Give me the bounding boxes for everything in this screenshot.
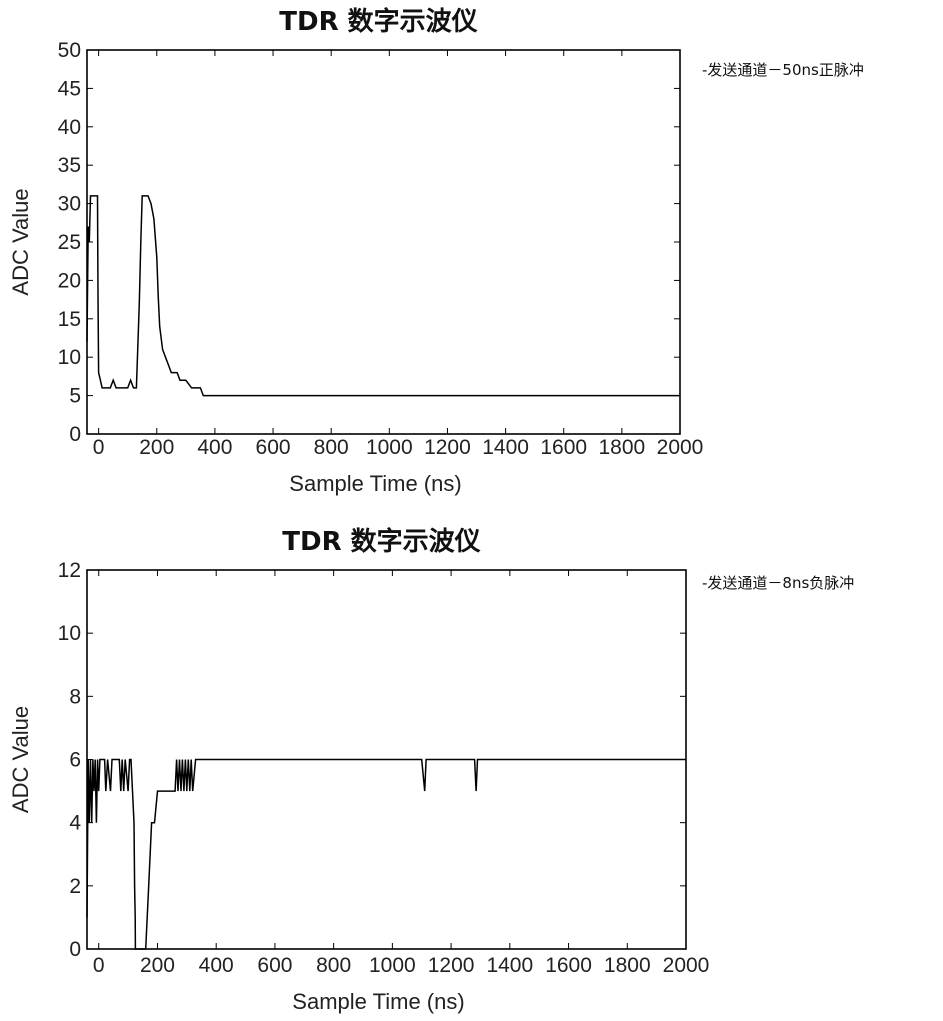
y-tick-label: 4 bbox=[69, 812, 81, 835]
x-tick-label: 1600 bbox=[545, 954, 592, 977]
x-tick-label: 1800 bbox=[604, 954, 651, 977]
x-tick-label: 1000 bbox=[366, 436, 413, 459]
y-tick-label: 12 bbox=[58, 559, 81, 582]
chart-title: TDR 数字示波仪 bbox=[282, 526, 481, 557]
x-tick-label: 800 bbox=[314, 436, 349, 459]
y-tick-label: 20 bbox=[58, 269, 81, 292]
series-line bbox=[86, 195, 680, 397]
y-tick-label: 10 bbox=[58, 622, 81, 645]
y-tick-label: 25 bbox=[58, 231, 81, 254]
y-tick-label: 8 bbox=[69, 685, 81, 708]
y-tick-label: 2 bbox=[69, 875, 81, 898]
series-line bbox=[86, 758, 686, 950]
x-tick-label: 2000 bbox=[657, 436, 704, 459]
y-tick-label: 50 bbox=[58, 39, 81, 62]
y-tick-label: 40 bbox=[58, 116, 81, 139]
y-axis-label: ADC Value bbox=[8, 706, 33, 813]
x-tick-label: 400 bbox=[197, 436, 232, 459]
x-tick-label: 800 bbox=[316, 954, 351, 977]
legend-entry: -发送通道－50ns正脉冲 bbox=[702, 61, 864, 79]
chart-title: TDR 数字示波仪 bbox=[279, 6, 478, 37]
x-tick-label: 400 bbox=[199, 954, 234, 977]
y-tick-label: 10 bbox=[58, 346, 81, 369]
y-tick-label: 0 bbox=[69, 938, 81, 961]
x-tick-label: 1400 bbox=[482, 436, 529, 459]
plot-frame bbox=[86, 49, 681, 435]
legend-entry: -发送通道－8ns负脉冲 bbox=[702, 574, 854, 592]
x-tick-label: 2000 bbox=[663, 954, 710, 977]
x-tick-label: 1200 bbox=[424, 436, 471, 459]
x-tick-label: 200 bbox=[139, 436, 174, 459]
x-tick-label: 0 bbox=[93, 436, 105, 459]
x-tick-label: 600 bbox=[256, 436, 291, 459]
x-axis-label: Sample Time (ns) bbox=[292, 989, 464, 1014]
y-tick-label: 5 bbox=[69, 385, 81, 408]
x-tick-label: 1200 bbox=[428, 954, 475, 977]
x-tick-label: 600 bbox=[257, 954, 292, 977]
y-axis-label: ADC Value bbox=[8, 188, 33, 295]
y-tick-label: 6 bbox=[69, 749, 81, 772]
x-tick-label: 200 bbox=[140, 954, 175, 977]
y-tick-label: 0 bbox=[69, 423, 81, 446]
x-tick-label: 0 bbox=[93, 954, 105, 977]
x-tick-label: 1000 bbox=[369, 954, 416, 977]
y-tick-label: 30 bbox=[58, 193, 81, 216]
y-tick-label: 45 bbox=[58, 77, 81, 100]
y-tick-label: 15 bbox=[58, 308, 81, 331]
x-tick-label: 1800 bbox=[599, 436, 646, 459]
x-axis-label: Sample Time (ns) bbox=[289, 471, 461, 496]
y-tick-label: 35 bbox=[58, 154, 81, 177]
x-tick-label: 1400 bbox=[486, 954, 533, 977]
x-tick-label: 1600 bbox=[540, 436, 587, 459]
